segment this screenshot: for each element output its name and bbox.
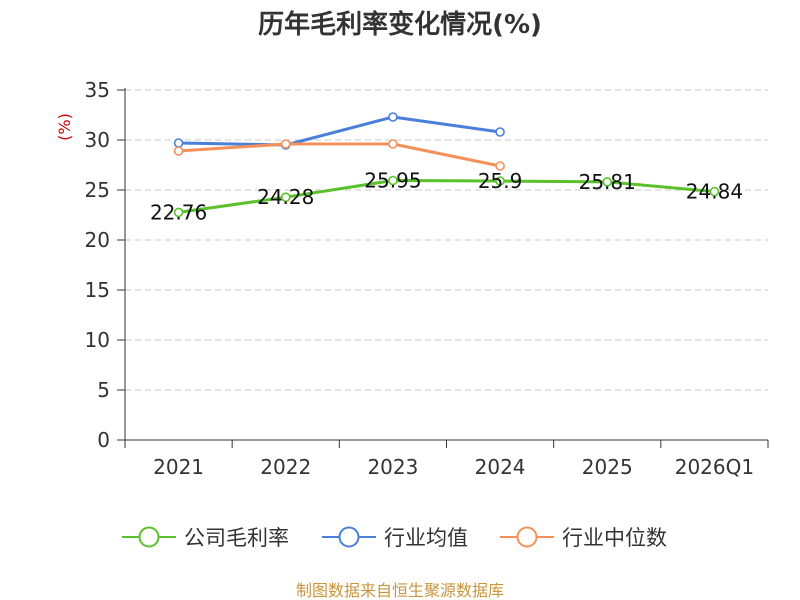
data-point-industry-median[interactable] [280, 139, 291, 149]
y-tick-label: 30 [85, 128, 110, 152]
series-line-industry-mean [178, 115, 501, 147]
y-tick-label: 0 [97, 428, 110, 452]
y-tick-label: 10 [85, 328, 110, 352]
data-point-company[interactable] [602, 177, 613, 187]
legend-item[interactable]: 行业均值 [322, 526, 468, 550]
data-point-company[interactable] [495, 176, 505, 186]
legend-label: 行业均值 [384, 526, 468, 550]
series-line-industry-median [178, 142, 501, 168]
data-point-industry-mean[interactable] [388, 112, 398, 122]
data-label: 24.28 [257, 185, 314, 209]
legend-item[interactable]: 行业中位数 [500, 526, 667, 550]
data-point-industry-median[interactable] [495, 161, 505, 171]
x-tick-label: 2023 [367, 455, 418, 479]
data-label: 25.9 [478, 169, 523, 193]
data-label: 25.81 [579, 170, 636, 194]
grid [125, 89, 768, 391]
x-tick-label: 2026Q1 [675, 455, 754, 479]
y-tick-label: 15 [85, 278, 110, 302]
legend-marker [138, 526, 160, 548]
data-point-industry-median[interactable] [388, 139, 398, 149]
data-point-company[interactable] [709, 186, 720, 197]
x-tick-label: 2025 [582, 455, 633, 479]
data-point-company[interactable] [280, 192, 291, 202]
data-label: 24.84 [686, 180, 743, 204]
y-tick-label: 25 [85, 178, 110, 202]
data-label: 22.76 [150, 200, 207, 224]
legend-item[interactable]: 公司毛利率 [122, 526, 289, 550]
y-tick-label: 20 [85, 228, 110, 252]
data-label: 25.95 [364, 169, 421, 193]
data-point-company[interactable] [173, 207, 184, 218]
chart-title: 历年毛利率变化情况(%) [258, 9, 542, 40]
y-axis-label: (%) [55, 113, 74, 141]
legend-marker [338, 526, 360, 548]
series-group [173, 112, 720, 218]
source-note: 制图数据来自恒生聚源数据库 [296, 581, 504, 600]
data-labels: 22.76 24.28 25.95 25.9 25.81 24.84 [150, 169, 743, 225]
x-tick-label: 2024 [475, 455, 526, 479]
data-point-industry-median[interactable] [173, 146, 184, 156]
data-point-company[interactable] [388, 175, 398, 186]
y-tick-label: 35 [85, 78, 110, 102]
legend[interactable]: 公司毛利率 行业均值 行业中位数 [122, 526, 667, 550]
data-point-industry-mean[interactable] [495, 127, 505, 137]
y-tick-label: 5 [97, 378, 110, 402]
data-point-industry-mean[interactable] [173, 138, 184, 148]
legend-label: 公司毛利率 [184, 526, 289, 550]
series-line-company [178, 179, 715, 214]
legend-marker [516, 526, 538, 548]
legend-label: 行业中位数 [562, 526, 667, 550]
x-tick-label: 2022 [260, 455, 311, 479]
x-tick-label: 2021 [153, 455, 204, 479]
